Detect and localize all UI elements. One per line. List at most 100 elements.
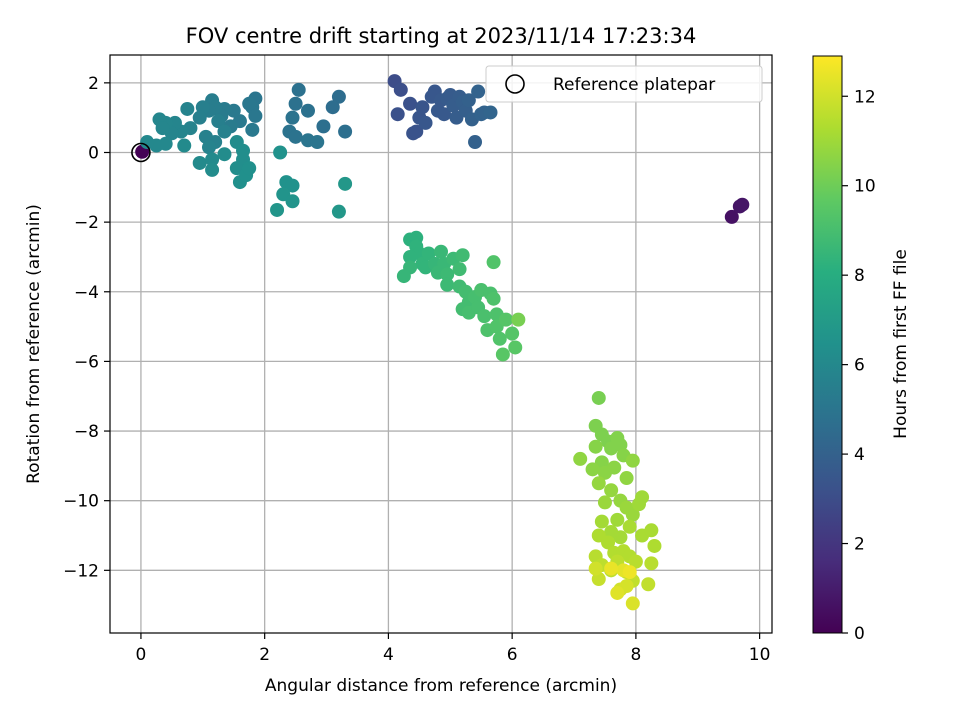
data-point: [177, 138, 192, 153]
colorbar-tick-label: 4: [854, 445, 865, 465]
legend-label: Reference platepar: [553, 75, 715, 95]
y-tick-label: −10: [63, 492, 99, 512]
data-point: [604, 483, 619, 498]
data-point: [505, 326, 520, 341]
y-axis-label: Rotation from reference (arcmin): [24, 204, 44, 484]
data-point: [471, 84, 486, 99]
colorbar-tick-label: 6: [854, 356, 865, 376]
data-point: [591, 476, 606, 491]
plot-frame: [109, 54, 773, 634]
x-tick-label: 2: [259, 645, 270, 665]
data-point: [440, 277, 455, 292]
grid-lines: [110, 55, 772, 633]
data-point: [625, 453, 640, 468]
data-point: [316, 119, 331, 134]
data-point: [155, 121, 170, 136]
data-point: [291, 82, 306, 97]
colorbar-gradient: [812, 55, 843, 634]
colorbar-tick-label: 2: [854, 535, 865, 555]
data-point: [647, 538, 662, 553]
data-point: [285, 178, 300, 193]
data-point: [217, 147, 232, 162]
data-point: [288, 129, 303, 144]
data-point: [724, 209, 739, 224]
data-point: [310, 135, 325, 150]
data-point: [483, 105, 498, 120]
x-tick-label: 8: [630, 645, 641, 665]
data-point: [434, 244, 448, 259]
colorbar-tick-label: 10: [854, 177, 876, 197]
data-point: [288, 96, 303, 111]
data-point: [403, 249, 418, 264]
data-point: [508, 340, 523, 355]
data-point: [248, 108, 263, 123]
data-point: [601, 535, 616, 550]
data-point: [338, 124, 353, 139]
data-point: [285, 194, 300, 209]
data-point: [573, 451, 588, 466]
data-point: [192, 110, 207, 125]
data-point: [393, 82, 408, 97]
data-point: [396, 269, 411, 284]
chart-title: FOV centre drift starting at 2023/11/14 …: [186, 24, 697, 48]
legend-marker-icon: [505, 74, 525, 94]
y-tick-label: 0: [88, 143, 99, 163]
data-point: [415, 100, 430, 115]
y-tick-label: −12: [63, 561, 99, 581]
data-point: [597, 495, 612, 510]
data-point: [588, 439, 603, 454]
colorbar-ticks: 0 2 4 6 8 10 12: [842, 87, 876, 644]
y-tick-label: −4: [74, 283, 99, 303]
data-point: [594, 514, 609, 529]
data-point: [205, 152, 220, 167]
data-point: [192, 155, 207, 170]
data-point: [421, 246, 436, 261]
data-point: [610, 512, 625, 527]
data-point: [641, 577, 656, 592]
colorbar-label: Hours from first FF file: [891, 249, 911, 439]
data-point: [588, 561, 603, 576]
data-point: [390, 107, 405, 122]
data-point: [455, 248, 470, 263]
data-point: [403, 96, 418, 111]
data-point: [486, 255, 501, 270]
data-point: [511, 312, 526, 327]
x-tick-label: 6: [507, 645, 518, 665]
legend: Reference platepar: [485, 65, 763, 103]
data-point: [591, 390, 606, 405]
data-point: [468, 135, 483, 150]
data-point: [331, 89, 346, 104]
x-axis-ticks: 0 2 4 6 8 10: [136, 633, 770, 665]
data-point: [622, 519, 637, 534]
x-tick-label: 0: [136, 645, 147, 665]
y-tick-label: −2: [74, 213, 99, 233]
data-point: [644, 523, 659, 538]
y-tick-label: −8: [74, 422, 99, 442]
data-point: [300, 103, 315, 118]
legend-box: [485, 65, 763, 103]
data-point: [477, 309, 492, 324]
data-point: [635, 490, 650, 505]
data-point: [610, 585, 625, 600]
data-point: [604, 561, 619, 576]
data-point: [140, 135, 155, 150]
colorbar-tick-label: 12: [854, 87, 876, 107]
data-point: [644, 556, 659, 571]
data-point: [273, 145, 288, 160]
data-point: [331, 204, 346, 219]
data-point: [622, 565, 637, 580]
data-point: [585, 462, 600, 477]
data-point: [625, 507, 640, 522]
data-point: [409, 124, 424, 139]
data-point: [217, 124, 232, 139]
data-point: [205, 162, 220, 177]
data-point: [440, 267, 455, 282]
data-point: [242, 96, 257, 111]
data-point: [338, 176, 353, 191]
data-point: [628, 554, 643, 569]
data-point: [625, 596, 640, 611]
data-point: [437, 107, 452, 122]
data-point: [418, 115, 433, 130]
data-point: [492, 331, 507, 346]
